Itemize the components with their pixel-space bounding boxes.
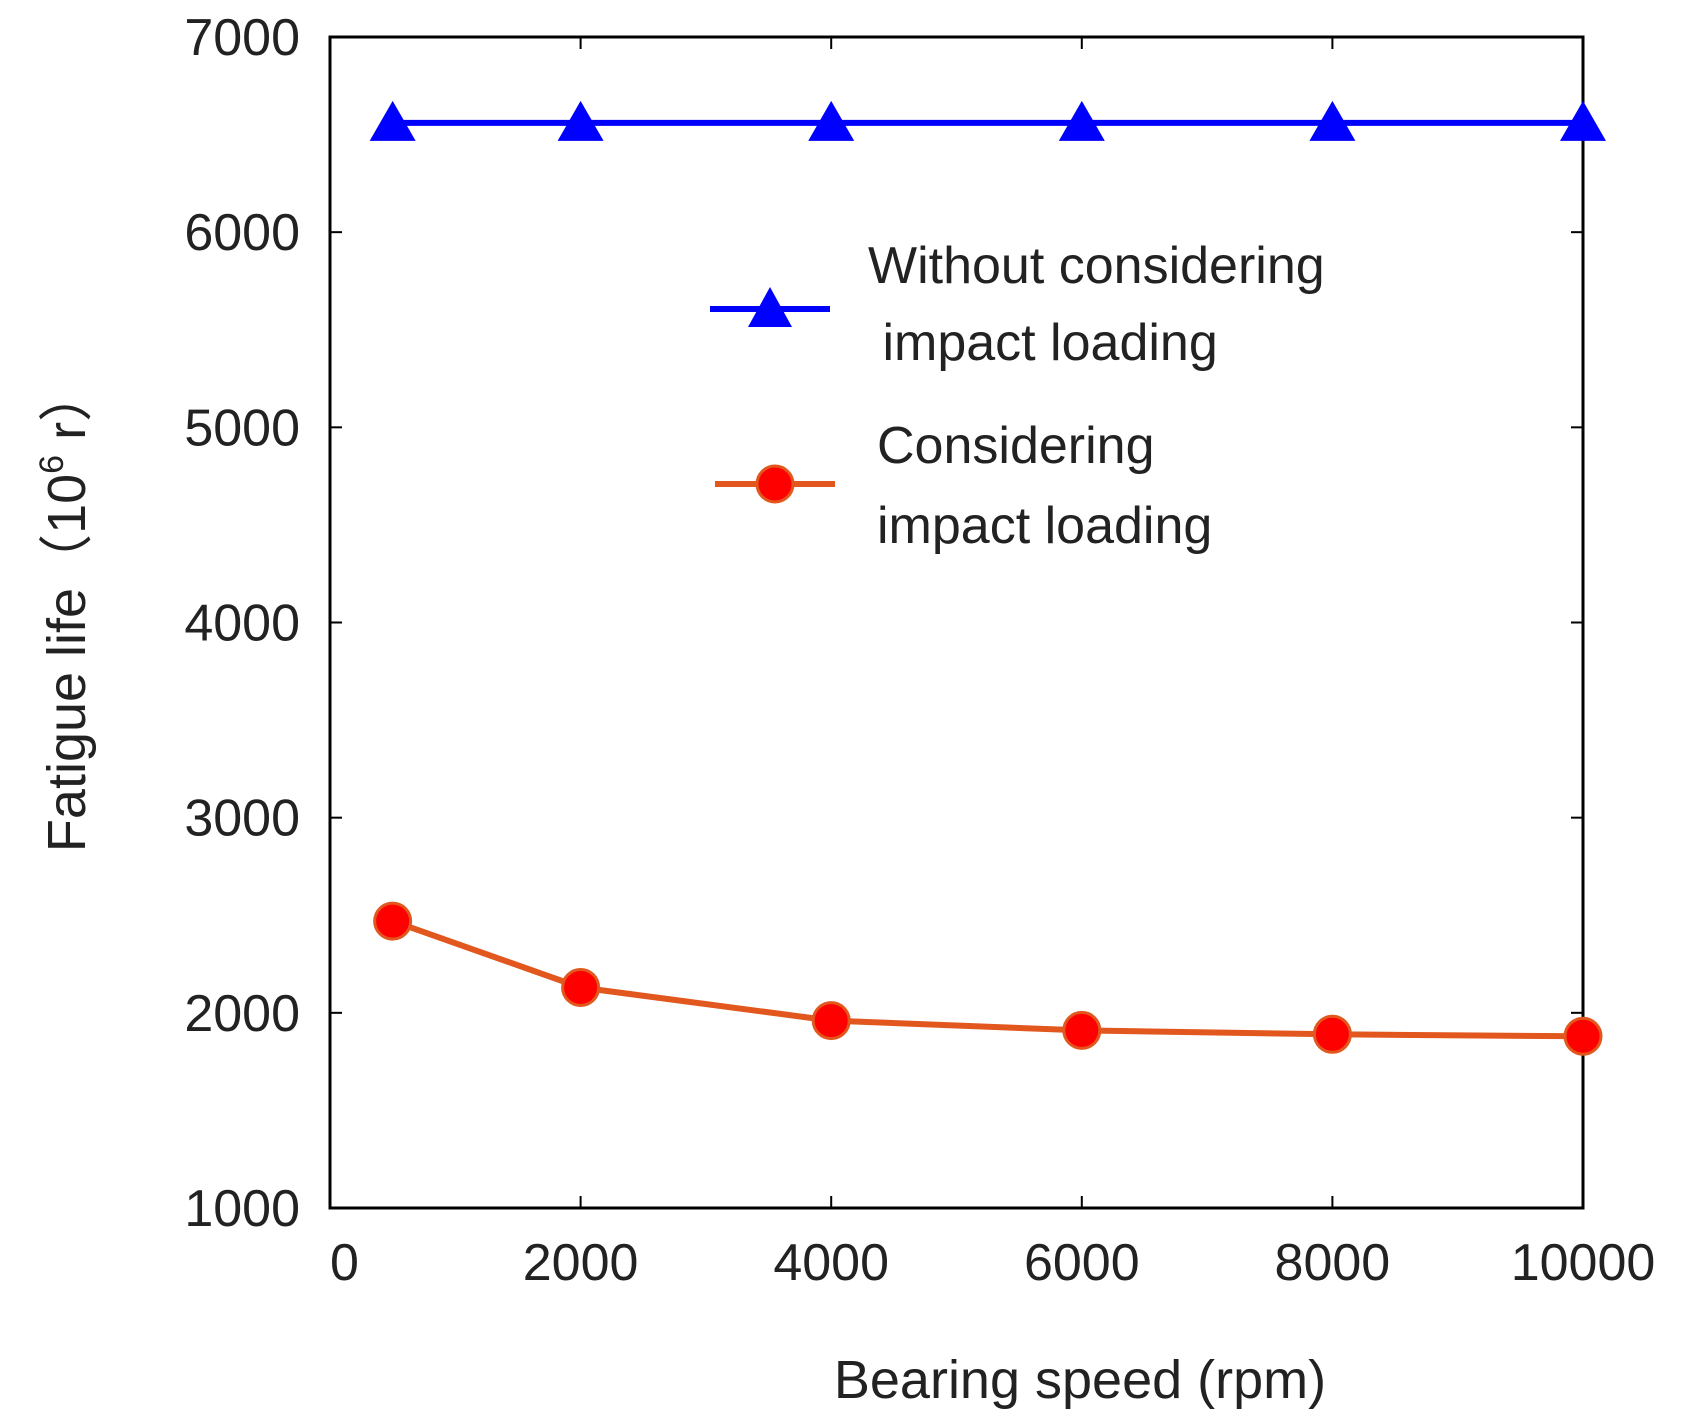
legend-marker-triangle — [748, 287, 792, 327]
x-axis-ticks: 0 2000 4000 6000 8000 10000 — [329, 37, 1656, 1292]
legend: Without considering impact loading Consi… — [710, 237, 1325, 555]
y-tick-label: 6000 — [184, 204, 300, 262]
data-point-triangle — [808, 100, 855, 141]
y-tick-label: 2000 — [184, 985, 300, 1043]
y-tick-label: 3000 — [184, 790, 300, 848]
y-axis-ticks: 1000 2000 3000 4000 5000 6000 7000 — [184, 9, 1583, 1238]
data-point-triangle — [557, 100, 604, 141]
data-point-circle — [811, 1001, 851, 1041]
x-tick-label: 10000 — [1511, 1234, 1656, 1292]
data-point-triangle — [369, 100, 416, 141]
series-1 — [373, 901, 1603, 1056]
series-0 — [369, 100, 1606, 141]
y-axis-label-unit: r — [37, 422, 97, 455]
data-point-circle — [373, 901, 413, 941]
x-axis-label: Bearing speed (rpm) — [834, 1350, 1326, 1410]
y-tick-label: 7000 — [184, 9, 300, 67]
legend-marker-circle — [755, 464, 795, 504]
data-point-circle — [1062, 1010, 1102, 1050]
data-point-circle — [1563, 1016, 1603, 1056]
x-tick-label: 2000 — [523, 1234, 639, 1292]
x-tick-label: 0 — [330, 1234, 359, 1292]
y-axis-label-exponent: 6 — [33, 455, 71, 474]
x-tick-label: 4000 — [773, 1234, 889, 1292]
data-point-triangle — [1560, 100, 1606, 141]
series-layer — [369, 100, 1606, 1056]
legend-entry-with-impact: Considering impact loading — [715, 417, 1212, 555]
legend-label-with-impact-line1: Considering — [877, 417, 1155, 475]
plot-area — [328, 35, 1585, 1210]
y-tick-label: 1000 — [184, 1180, 300, 1238]
legend-entry-without-impact: Without considering impact loading — [710, 237, 1325, 372]
y-axis-label: Fatigue life（106 r） — [33, 368, 97, 852]
y-tick-label: 5000 — [184, 399, 300, 457]
y-axis-label-prefix: Fatigue life（ — [37, 534, 97, 852]
y-tick-label: 4000 — [184, 595, 300, 653]
data-point-circle — [561, 967, 601, 1007]
x-tick-label: 8000 — [1275, 1234, 1391, 1292]
data-point-triangle — [1058, 100, 1105, 141]
legend-label-without-impact-line2: impact loading — [868, 314, 1218, 372]
data-point-circle — [1312, 1014, 1352, 1054]
x-tick-label: 6000 — [1024, 1234, 1140, 1292]
series-line — [391, 918, 1584, 1040]
y-axis-label-base: 10 — [37, 474, 97, 534]
data-point-triangle — [1309, 100, 1356, 141]
legend-label-without-impact-line1: Without considering — [868, 237, 1325, 295]
y-axis-label-suffix: ） — [37, 368, 97, 422]
legend-label-with-impact-line2: impact loading — [877, 497, 1212, 555]
